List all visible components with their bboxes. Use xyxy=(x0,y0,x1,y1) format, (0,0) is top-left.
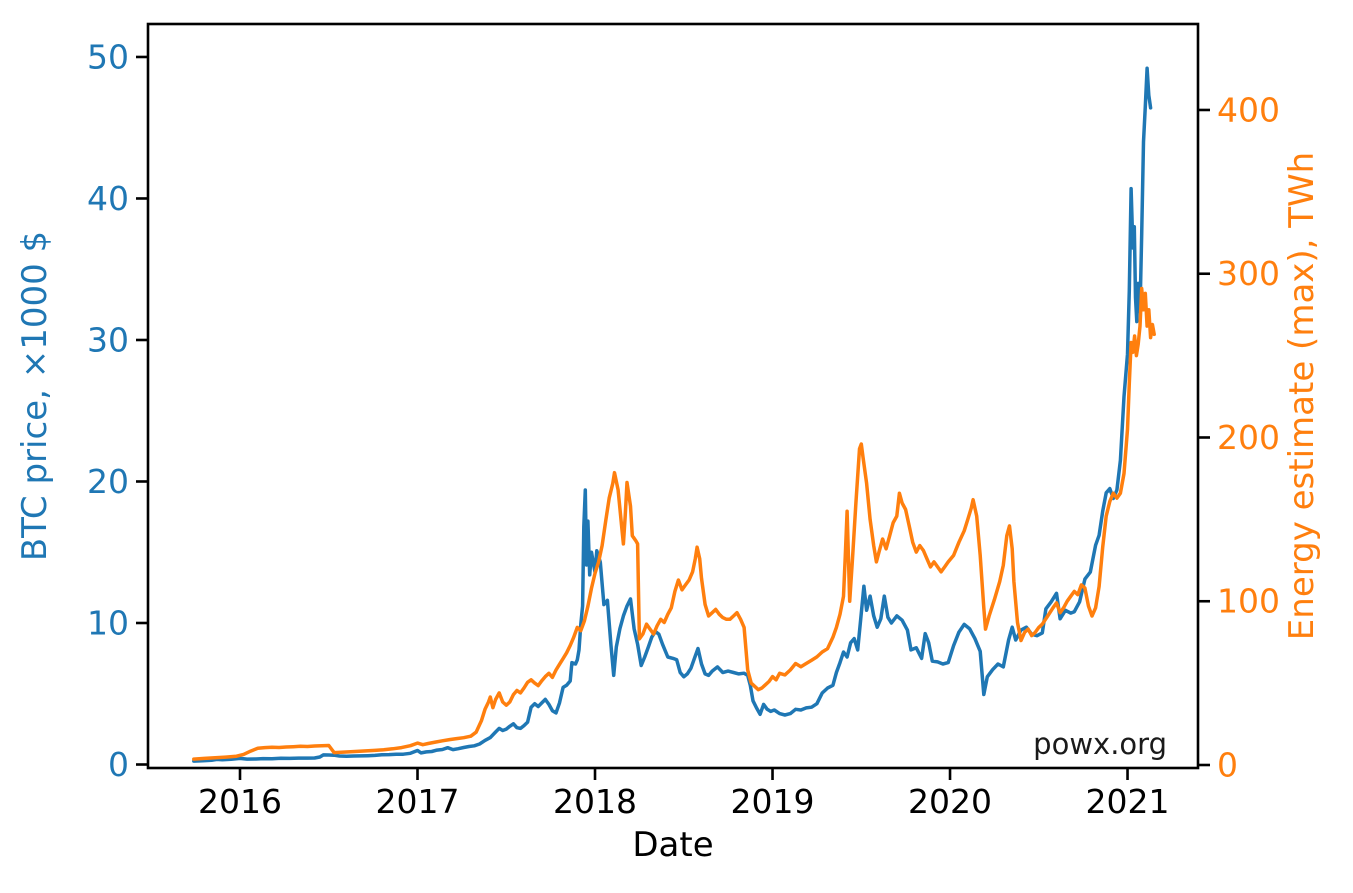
right-y-axis-title: Energy estimate (max), TWh xyxy=(1282,152,1322,640)
right-y-tick-label: 100 xyxy=(1217,582,1280,621)
left-y-tick-label: 20 xyxy=(87,462,129,501)
x-tick-label: 2016 xyxy=(198,782,282,821)
x-tick-label: 2017 xyxy=(376,782,460,821)
series-line-energy-estimate xyxy=(192,286,1156,761)
right-y-tick-label: 0 xyxy=(1217,746,1238,785)
x-tick-label: 2019 xyxy=(731,782,815,821)
left-y-tick-label: 30 xyxy=(87,320,129,359)
x-tick-label: 2020 xyxy=(908,782,992,821)
left-y-tick-label: 40 xyxy=(87,179,129,218)
watermark-text: powx.org xyxy=(1033,727,1167,761)
left-y-axis-title: BTC price, ×1000 $ xyxy=(15,231,55,561)
right-y-tick-label: 400 xyxy=(1217,90,1280,129)
line-series-group xyxy=(192,66,1156,763)
left-y-tick-label: 0 xyxy=(108,745,129,784)
plot-area-border xyxy=(146,22,1200,770)
axis-ticks-group: 2016 2017 2018 2019 2020 2021 0 10 20 30 40 50 0 100 2… xyxy=(87,37,1280,821)
left-y-tick-label: 50 xyxy=(87,37,129,76)
x-axis-title: Date xyxy=(632,825,713,865)
x-tick-label: 2018 xyxy=(553,782,637,821)
series-line-btc-price xyxy=(192,66,1153,763)
x-tick-label: 2021 xyxy=(1086,782,1170,821)
right-y-tick-label: 200 xyxy=(1217,418,1280,457)
right-y-tick-label: 300 xyxy=(1217,254,1280,293)
left-y-tick-label: 10 xyxy=(87,603,129,642)
